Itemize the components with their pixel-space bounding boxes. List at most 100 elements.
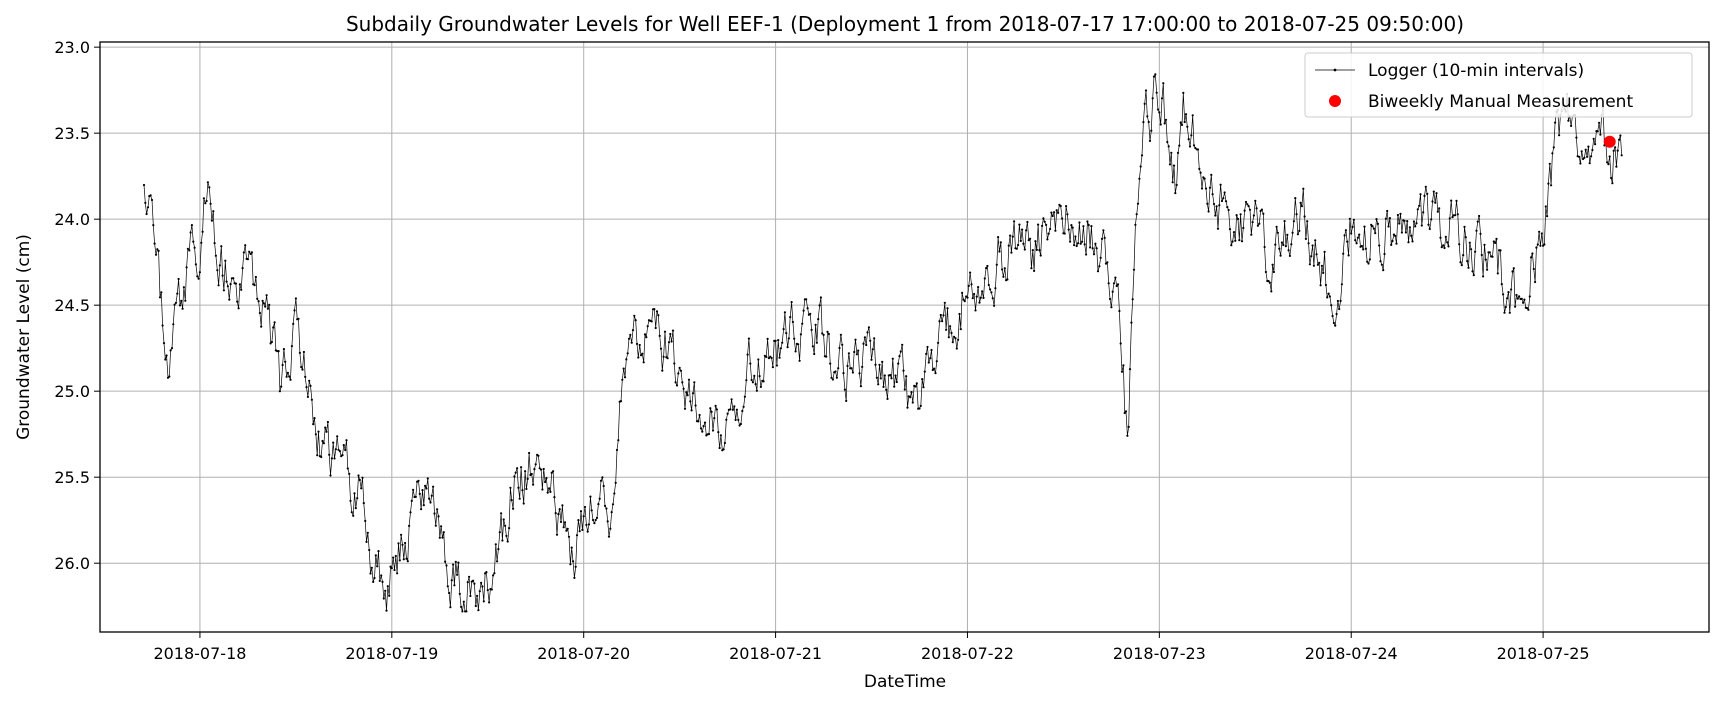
logger-point <box>1143 102 1146 105</box>
logger-point <box>1398 222 1401 225</box>
logger-point <box>1364 247 1367 250</box>
manual-measurement-point <box>1603 135 1616 148</box>
logger-point <box>590 509 593 512</box>
y-axis-label: Groundwater Level (cm) <box>14 234 34 440</box>
logger-point <box>170 347 174 350</box>
logger-point <box>1496 272 1499 275</box>
logger-point <box>679 369 683 372</box>
logger-point <box>931 368 934 372</box>
logger-point <box>787 337 791 340</box>
logger-point <box>1222 197 1225 200</box>
logger-point <box>927 361 930 364</box>
logger-point <box>228 298 231 301</box>
logger-point <box>445 564 448 567</box>
logger-point <box>686 394 689 397</box>
logger-point <box>1276 231 1279 234</box>
logger-point <box>666 357 669 360</box>
logger-point <box>1043 220 1046 223</box>
logger-point <box>1412 220 1415 223</box>
logger-point <box>643 333 647 336</box>
logger-point <box>477 609 480 612</box>
logger-point <box>265 294 268 297</box>
logger-point <box>1499 249 1502 252</box>
logger-point <box>626 352 629 355</box>
logger-point <box>288 375 291 378</box>
logger-point <box>789 316 792 319</box>
logger-point <box>946 307 949 310</box>
logger-point <box>1428 227 1431 231</box>
legend-line-marker <box>1333 68 1337 72</box>
logger-point <box>1085 253 1088 256</box>
logger-point <box>954 337 957 340</box>
logger-point <box>1438 207 1441 210</box>
logger-point <box>1423 194 1426 197</box>
logger-point <box>1619 134 1622 137</box>
logger-point <box>161 324 164 327</box>
logger-point <box>1336 299 1339 303</box>
logger-point <box>330 457 333 460</box>
logger-point <box>1182 91 1185 94</box>
logger-point <box>264 305 267 308</box>
logger-point <box>280 385 283 388</box>
logger-point <box>873 337 876 340</box>
logger-point <box>197 277 200 280</box>
logger-point <box>593 522 596 525</box>
logger-point <box>1159 123 1162 126</box>
logger-point <box>514 471 517 474</box>
logger-point <box>322 442 325 445</box>
logger-point <box>158 296 162 299</box>
logger-point <box>208 186 211 189</box>
logger-point <box>200 241 203 244</box>
logger-point <box>1575 136 1578 139</box>
logger-point <box>855 353 859 356</box>
logger-point <box>1186 125 1189 128</box>
logger-point <box>986 264 989 268</box>
logger-point <box>450 579 453 582</box>
logger-point <box>513 475 516 478</box>
logger-point <box>210 219 213 222</box>
logger-point <box>1462 254 1465 257</box>
logger-point <box>1383 252 1386 256</box>
logger-point <box>1055 209 1058 212</box>
logger-point <box>1089 246 1092 249</box>
x-tick-label: 2018-07-25 <box>1497 644 1590 663</box>
logger-point <box>1544 205 1547 208</box>
logger-point <box>1104 262 1108 265</box>
logger-point <box>1591 148 1594 152</box>
logger-point <box>802 309 805 312</box>
logger-point <box>1063 232 1066 235</box>
logger-point <box>565 529 568 532</box>
logger-point <box>699 427 703 430</box>
logger-point <box>493 572 496 575</box>
logger-point <box>1522 301 1525 304</box>
logger-point <box>361 476 364 479</box>
logger-point <box>369 572 372 575</box>
logger-point <box>962 298 965 301</box>
logger-point <box>834 370 837 373</box>
logger-point <box>582 515 585 518</box>
logger-point <box>430 494 433 497</box>
logger-point <box>165 354 168 357</box>
logger-point <box>1203 177 1206 180</box>
logger-point <box>533 468 536 471</box>
logger-point <box>1108 297 1112 301</box>
logger-point <box>432 485 435 488</box>
logger-point <box>815 341 819 344</box>
logger-point <box>871 348 875 351</box>
logger-point <box>698 413 701 417</box>
logger-point <box>394 554 397 558</box>
logger-point <box>1057 211 1060 214</box>
logger-point <box>538 467 541 470</box>
logger-point <box>281 363 284 367</box>
logger-point <box>316 454 319 457</box>
logger-point <box>530 472 533 476</box>
logger-point <box>441 536 444 539</box>
logger-point <box>433 512 436 515</box>
logger-point <box>1098 265 1101 268</box>
logger-point <box>216 269 219 272</box>
logger-point <box>571 560 575 563</box>
logger-point <box>1551 152 1554 155</box>
logger-point <box>811 345 815 348</box>
logger-point <box>552 470 555 473</box>
logger-point <box>869 339 872 342</box>
